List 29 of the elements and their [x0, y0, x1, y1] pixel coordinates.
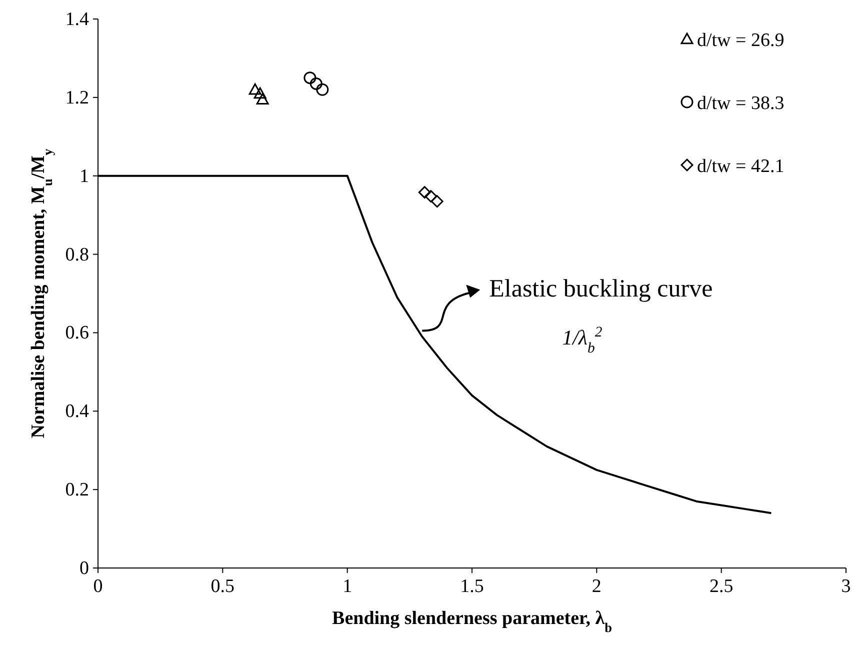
point — [248, 83, 262, 95]
x-tick-label: 1 — [342, 576, 352, 597]
annotation: Elastic buckling curve — [489, 276, 713, 303]
x-tick-label: 1.5 — [460, 576, 484, 597]
x-tick-label: 0 — [93, 576, 103, 597]
point — [304, 72, 316, 84]
y-tick-label: 1.4 — [65, 9, 90, 30]
point — [256, 93, 269, 105]
x-tick-label: 3 — [841, 576, 851, 597]
x-axis-title: Bending slenderness parameter, λ$_{b}$ — [332, 608, 612, 634]
legend-label: d/tw = 26.9 — [697, 30, 784, 51]
y-tick-label: 0.2 — [65, 480, 89, 501]
y-tick-label: 1.2 — [65, 87, 89, 108]
point — [430, 195, 444, 208]
point — [418, 186, 431, 199]
legend-label: d/tw = 42.1 — [697, 156, 784, 177]
point — [424, 190, 438, 202]
x-tick-label: 0.5 — [210, 576, 235, 597]
point — [316, 83, 329, 96]
y-tick-label: 0.4 — [65, 401, 90, 422]
legend-label: d/tw = 38.3 — [697, 93, 784, 114]
point — [254, 87, 266, 99]
x-tick-label: 2 — [592, 576, 602, 597]
x-tick-label: 2.5 — [709, 576, 734, 597]
y-tick-label: 0.6 — [65, 322, 89, 344]
point — [310, 77, 322, 90]
y-tick-label: 0 — [80, 558, 89, 579]
y-tick-label: 1 — [80, 166, 89, 187]
y-tick-label: 0.8 — [65, 244, 89, 266]
